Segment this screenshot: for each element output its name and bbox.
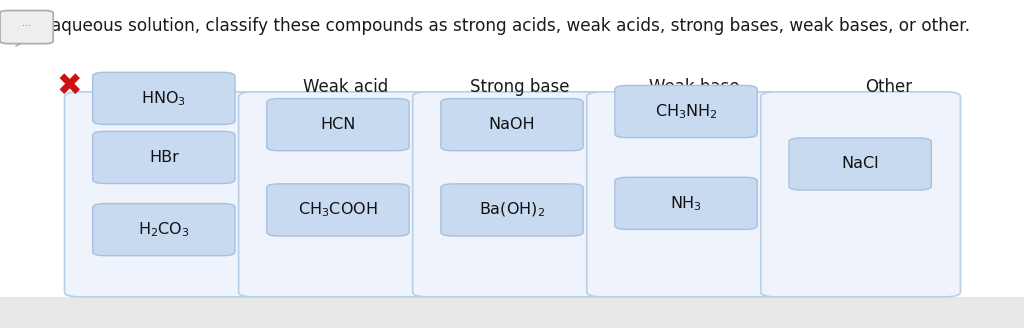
FancyBboxPatch shape [440, 98, 584, 151]
FancyBboxPatch shape [93, 203, 236, 256]
Text: HBr: HBr [148, 150, 179, 165]
FancyBboxPatch shape [614, 85, 758, 138]
Text: HCN: HCN [321, 117, 355, 132]
Bar [0, 297, 1024, 328]
FancyBboxPatch shape [413, 92, 612, 297]
Text: Other: Other [865, 78, 912, 96]
Text: CH$_3$NH$_2$: CH$_3$NH$_2$ [655, 102, 717, 121]
Text: NH$_3$: NH$_3$ [671, 194, 701, 213]
FancyBboxPatch shape [788, 138, 932, 190]
FancyBboxPatch shape [440, 184, 584, 236]
Text: Strong base: Strong base [470, 78, 570, 96]
FancyBboxPatch shape [239, 92, 438, 297]
FancyBboxPatch shape [266, 98, 410, 151]
Text: H$_2$CO$_3$: H$_2$CO$_3$ [138, 220, 189, 239]
Text: Ba(OH)$_2$: Ba(OH)$_2$ [479, 201, 545, 219]
Text: HNO$_3$: HNO$_3$ [141, 89, 186, 108]
FancyBboxPatch shape [0, 10, 53, 44]
FancyBboxPatch shape [614, 177, 758, 230]
FancyBboxPatch shape [587, 92, 786, 297]
FancyBboxPatch shape [65, 92, 264, 297]
Text: ✖: ✖ [57, 72, 82, 101]
Text: Strong acid: Strong acid [125, 78, 219, 96]
FancyBboxPatch shape [93, 72, 236, 125]
FancyBboxPatch shape [761, 92, 961, 297]
Text: ···: ··· [23, 23, 31, 31]
Text: NaCl: NaCl [842, 156, 879, 172]
Text: CH$_3$COOH: CH$_3$COOH [298, 200, 378, 219]
Text: aqueous solution, classify these compounds as strong acids, weak acids, strong b: aqueous solution, classify these compoun… [51, 17, 971, 35]
Text: Weak base: Weak base [649, 78, 739, 96]
Text: Weak acid: Weak acid [303, 78, 389, 96]
FancyBboxPatch shape [266, 184, 410, 236]
Text: NaOH: NaOH [488, 117, 536, 132]
FancyBboxPatch shape [93, 131, 236, 183]
